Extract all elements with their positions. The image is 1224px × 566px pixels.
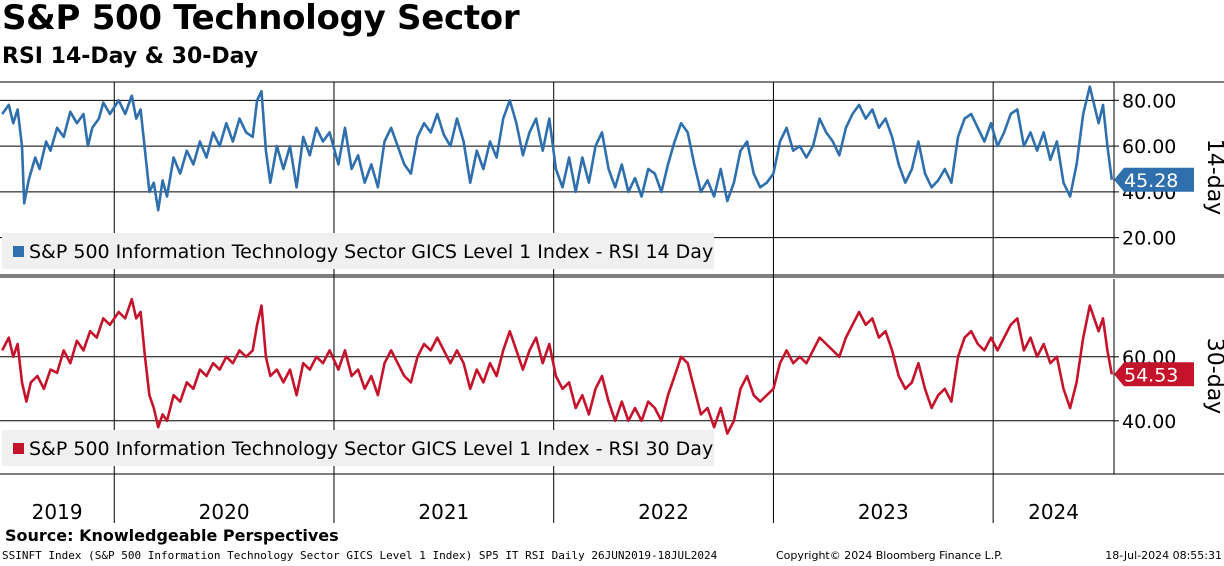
rsi30-legend: S&P 500 Information Technology Sector GI… (2, 430, 714, 466)
chart-title: S&P 500 Technology Sector (2, 0, 520, 38)
footer-copyright: Copyright© 2024 Bloomberg Finance L.P. (776, 549, 1003, 562)
rsi30-legend-bg (2, 430, 714, 466)
rsi14-series-line (1, 85, 1114, 212)
rsi14-last-value-label: 45.28 (1124, 170, 1178, 192)
source-note: Source: Knowledgeable Perspectives (5, 526, 339, 545)
x-tick-label-2019: 2019 (32, 500, 83, 524)
rsi14-side-label: 14-day (1202, 139, 1224, 215)
rsi14-last-value-bg (1114, 167, 1194, 192)
rsi14-y-tick-label: 60.00 (1122, 136, 1176, 158)
x-tick-label-2021: 2021 (418, 500, 469, 524)
rsi14-legend: S&P 500 Information Technology Sector GI… (2, 233, 714, 269)
rsi30-y-tick-label: 40.00 (1122, 411, 1176, 433)
rsi14-last-value-flag: 45.28 (1114, 167, 1194, 192)
chart-subtitle: RSI 14-Day & 30-Day (2, 44, 259, 69)
rsi30-legend-label: S&P 500 Information Technology Sector GI… (29, 438, 713, 460)
x-tick-label-2024: 2024 (1028, 500, 1079, 524)
rsi14-y-tick-label: 80.00 (1122, 90, 1176, 112)
x-tick-label-2023: 2023 (858, 500, 909, 524)
rsi14-legend-bg (2, 233, 714, 269)
rsi30-last-value-bg (1114, 362, 1194, 387)
footer-timestamp: 18-Jul-2024 08:55:31 (1105, 549, 1222, 562)
rsi30-series-line (1, 297, 1114, 435)
rsi14-legend-label: S&P 500 Information Technology Sector GI… (29, 241, 713, 263)
x-tick-label-2022: 2022 (638, 500, 689, 524)
rsi30-last-value-flag: 54.53 (1114, 362, 1194, 387)
rsi30-last-value-label: 54.53 (1124, 364, 1178, 386)
rsi30-legend-swatch (13, 443, 24, 454)
rsi14-legend-swatch (13, 246, 24, 257)
rsi30-side-label: 30-day (1202, 338, 1224, 414)
footer-index-info: SSINFT Index (S&P 500 Information Techno… (2, 549, 718, 562)
rsi14-y-tick-label: 20.00 (1122, 228, 1176, 250)
x-tick-label-2020: 2020 (199, 500, 250, 524)
